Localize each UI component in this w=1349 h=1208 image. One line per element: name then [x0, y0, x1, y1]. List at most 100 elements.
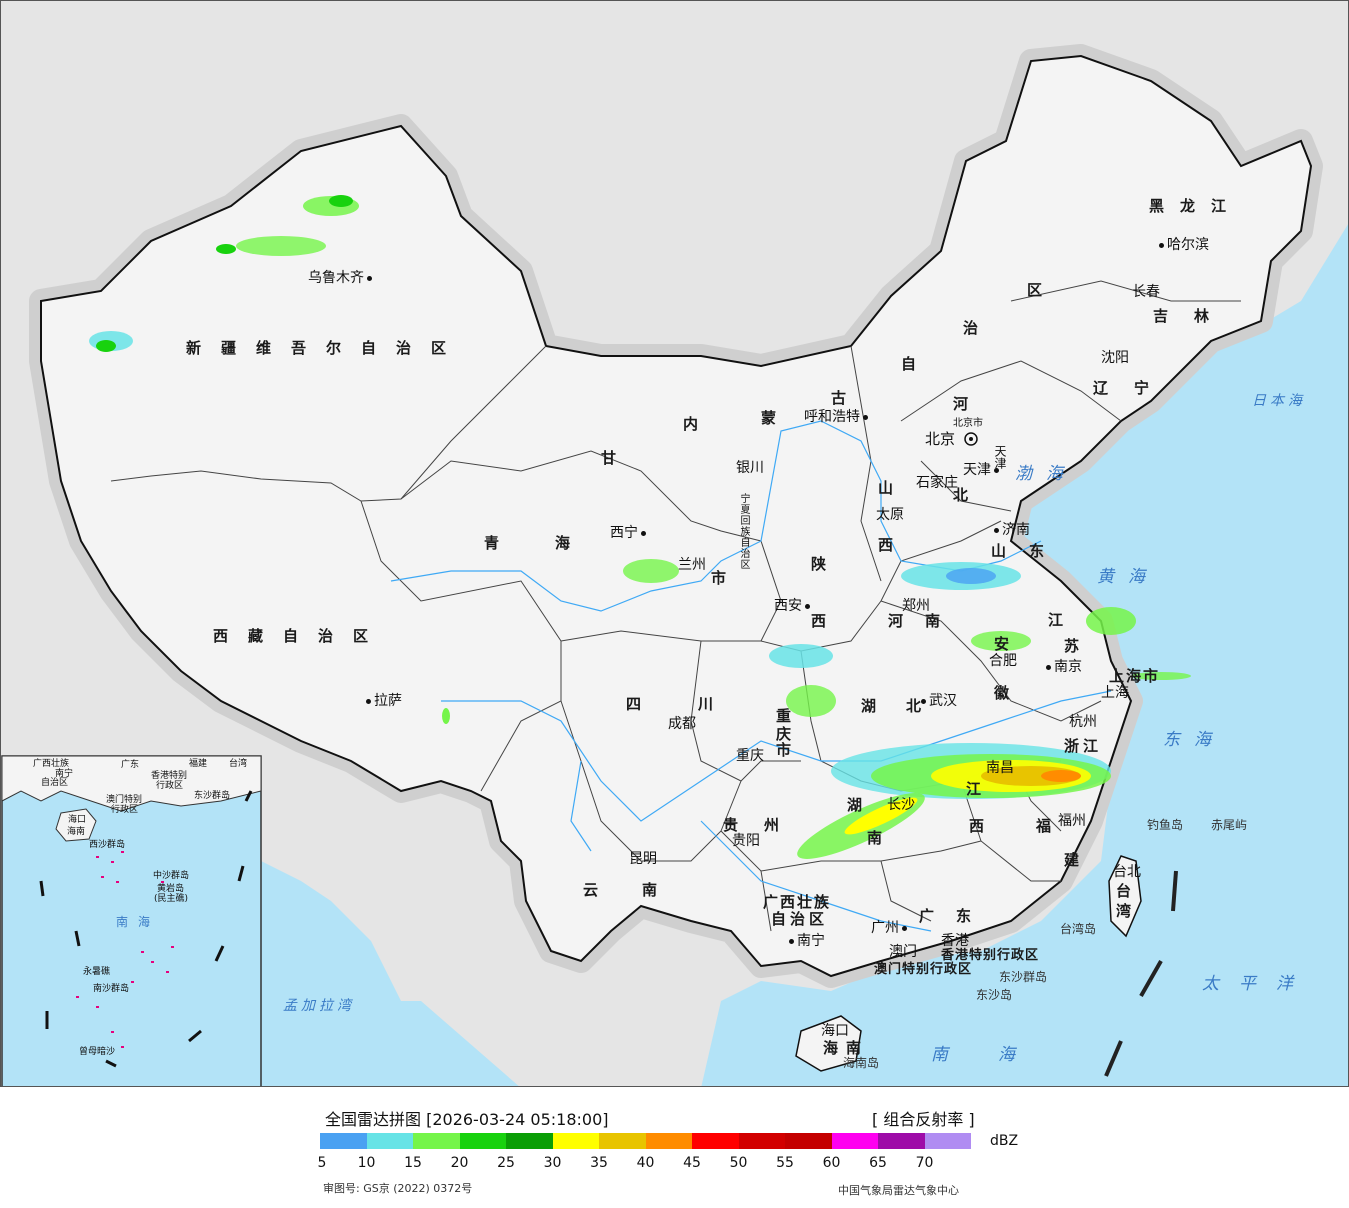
label-hebei-2: 北 — [953, 486, 969, 504]
city-urumqi: 乌鲁木齐 — [308, 271, 375, 285]
label-fujian-2: 建 — [1064, 851, 1080, 869]
legend-swatch — [459, 1133, 506, 1149]
label-henan-2: 南 — [925, 612, 941, 630]
label-jiangsu-2: 苏 — [1064, 637, 1080, 655]
label-hubei-1: 湖 — [861, 697, 877, 715]
taiwan-island — [1108, 855, 1142, 938]
legend-product: [ 组合反射率 ] — [872, 1110, 975, 1129]
label-hainan: 海南 — [823, 1039, 870, 1057]
inset-islands — [76, 851, 174, 1048]
label-fujian-1: 福 — [1036, 817, 1052, 835]
legend-tick-label: 45 — [683, 1155, 701, 1171]
city-lhasa: 拉萨 — [363, 694, 402, 708]
label-henan-1: 河 — [888, 612, 904, 630]
city-lanzhou: 兰州 — [678, 557, 706, 573]
inset-macau: 澳门特别 — [106, 795, 143, 805]
island-dongsha-qundao: 东沙群岛 — [999, 970, 1048, 984]
inset-minzhujiao: (民主礁) — [154, 894, 189, 904]
legend-swatch — [692, 1133, 739, 1149]
inset-haikou: 海口 — [68, 815, 87, 825]
legend-tick-label: 40 — [636, 1155, 655, 1171]
label-xizang: 西藏自治区 — [213, 627, 389, 645]
label-jiangxi-1: 江 — [966, 780, 982, 798]
label-taiwan-2: 湾 — [1116, 902, 1132, 920]
city-hohhot: 呼和浩特 — [804, 410, 871, 424]
legend-tick-label: 60 — [822, 1155, 841, 1171]
island-chiwei: 赤尾屿 — [1211, 818, 1248, 832]
sea-bohai: 渤海 — [1015, 464, 1077, 484]
city-taibei: 台北 — [1113, 864, 1141, 880]
inset-land — [1, 755, 262, 812]
city-hefei: 合肥 — [989, 653, 1017, 669]
label-sichuan-2: 川 — [698, 695, 714, 713]
label-chongqing-1: 重 — [776, 707, 792, 725]
label-shaanxi-1: 陕 — [811, 555, 827, 573]
label-ningxia: 宁夏回族自治区 — [738, 493, 749, 570]
legend-swatch — [924, 1133, 971, 1149]
inset-hainan — [55, 808, 97, 842]
inset-guangxi: 广西壮族 — [33, 759, 70, 769]
label-shanxi-1: 山 — [878, 479, 894, 497]
legend-swatch — [366, 1133, 413, 1149]
sea-taipingyang: 太平洋 — [1202, 974, 1313, 994]
city-changsha: 长沙 — [887, 797, 915, 813]
inset-huangyan: 黄岩岛 — [157, 884, 185, 894]
legend-swatch — [831, 1133, 878, 1149]
legend-swatch — [413, 1133, 460, 1149]
label-qinghai: 青海 — [484, 534, 627, 552]
city-tianjin: 天津 — [963, 463, 1002, 477]
label-sichuan-1: 四 — [626, 695, 642, 713]
label-neimenggu-2: 蒙 — [761, 409, 777, 427]
ocean-west — [261, 861, 401, 1001]
label-jilin: 吉林 — [1153, 307, 1236, 325]
inset-nanhai: 南海 — [116, 915, 161, 929]
city-shenyang: 沈阳 — [1101, 350, 1129, 366]
label-liaoning: 辽宁 — [1093, 379, 1176, 397]
label-hebei-1: 河 — [953, 395, 969, 413]
city-hangzhou: 杭州 — [1069, 714, 1097, 730]
label-hongkong-sar: 香港特别行政区 — [941, 948, 1040, 963]
inset-xisha: 西沙群岛 — [89, 840, 126, 850]
label-hubei-2: 北 — [906, 697, 922, 715]
label-guizhou: 贵州 — [723, 816, 806, 834]
city-changchun: 长春 — [1132, 284, 1160, 300]
sea-donghai: 东海 — [1163, 730, 1225, 750]
label-xinjiang: 新疆维吾尔自治区 — [186, 339, 467, 357]
legend-agency: 中国气象局雷达气象中心 — [838, 1184, 959, 1197]
label-neimenggu-1: 内 — [683, 415, 699, 433]
legend-tick-label: 50 — [729, 1155, 748, 1171]
legend-tick-label: 65 — [869, 1155, 887, 1171]
legend-swatch — [738, 1133, 785, 1149]
sea-huanghai: 黄海 — [1097, 567, 1159, 587]
label-neimenggu-6: 区 — [1027, 281, 1043, 299]
city-wuhan: 武汉 — [918, 694, 957, 708]
label-macau-sar: 澳门特别行政区 — [874, 962, 973, 977]
legend-swatch — [506, 1133, 553, 1149]
label-guangxi-1: 广西壮族 — [763, 893, 832, 911]
city-guiyang: 贵阳 — [732, 833, 760, 849]
legend-tick-label: 10 — [357, 1155, 376, 1171]
city-zhengzhou: 郑州 — [902, 598, 930, 614]
inset-macau-2: 行政区 — [111, 805, 139, 815]
label-yunnan: 云南 — [583, 881, 702, 899]
inset-hainan: 海南 — [67, 827, 86, 837]
label-gansu-2: 市 — [711, 569, 727, 587]
beijing-marker — [964, 432, 978, 446]
city-jinan: 济南 — [991, 523, 1030, 537]
legend-tick-label: 35 — [590, 1155, 608, 1171]
label-tianjin-shi: 天津 — [993, 445, 1007, 469]
label-guangxi-2: 自治区 — [771, 910, 829, 928]
legend-tick-label: 25 — [497, 1155, 515, 1171]
label-jiangxi-2: 西 — [969, 817, 985, 835]
sea-ribenhai: 日本海 — [1252, 393, 1306, 409]
nine-dash-line — [39, 790, 253, 1068]
city-nanchang: 南昌 — [986, 760, 1014, 776]
label-shandong-2: 东 — [1029, 542, 1045, 560]
boundary-dashes — [1104, 870, 1178, 1077]
city-haikou: 海口 — [821, 1023, 849, 1039]
legend-panel: 全国雷达拼图 [2026-03-24 05:18:00] [ 组合反射率 ] d… — [0, 1087, 1349, 1208]
city-nanning: 南宁 — [786, 934, 825, 948]
legend-approval: 审图号: GS京 (2022) 0372号 — [323, 1182, 473, 1195]
rivers — [390, 420, 1112, 932]
inset-box — [1, 755, 262, 1086]
